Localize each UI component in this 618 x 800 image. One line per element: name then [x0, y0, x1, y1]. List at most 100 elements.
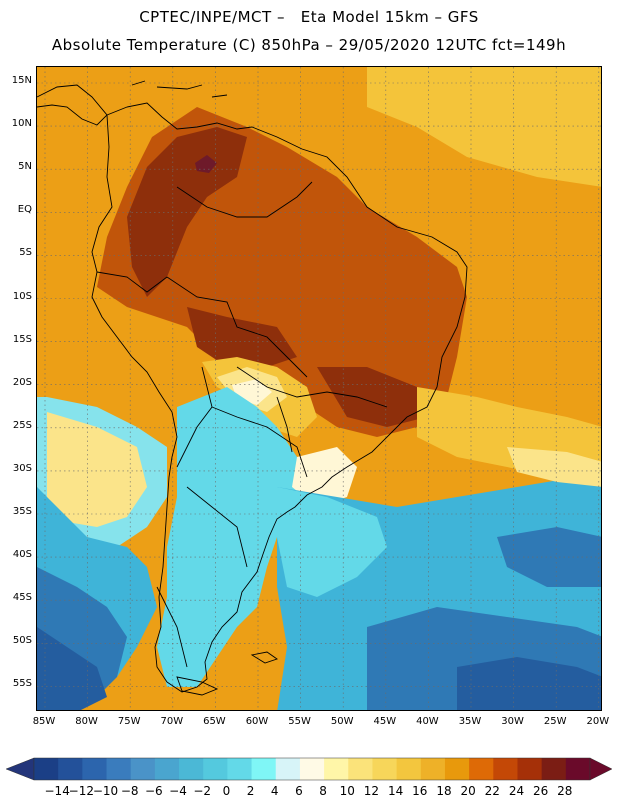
colorbar-swatch	[203, 758, 228, 780]
field-region-very-deep	[37, 627, 107, 710]
colorbar-tick-label: −10	[92, 784, 119, 798]
longitude-label: 75W	[117, 716, 141, 727]
field-region-cold-cyan	[277, 487, 387, 597]
coastline-path	[176, 366, 213, 468]
colorbar-swatch	[227, 758, 253, 780]
coastline-path	[176, 676, 219, 696]
colorbar-swatch	[396, 758, 422, 780]
colorbar-swatch	[251, 758, 277, 780]
longitude-label: 30W	[501, 716, 524, 727]
longitude-label: 80W	[75, 716, 98, 727]
field-region-cold-cyan	[157, 387, 307, 687]
colorbar-tick-label: 12	[363, 784, 380, 798]
colorbar-swatch	[299, 758, 325, 780]
colorbar-swatch	[420, 758, 446, 780]
colorbar-swatch	[444, 758, 470, 780]
colorbar-tick-label: 10	[339, 784, 355, 798]
field-region-deep-cold	[497, 527, 601, 587]
colorbar-tick-label: 28	[557, 784, 573, 798]
colorbar-tick-label: 2	[246, 784, 255, 798]
field-region-mild	[367, 67, 601, 187]
coastline-path	[176, 181, 313, 218]
colorbar-swatch	[82, 758, 108, 780]
colorbar-swatch	[324, 758, 349, 780]
colorbar-swatch	[469, 758, 494, 780]
longitude-label: 50W	[330, 716, 354, 727]
coastline-path	[211, 406, 308, 478]
latitude-label: 40S	[12, 549, 32, 561]
colorbar-tick-label: 14	[387, 784, 404, 798]
colorbar-swatch	[34, 758, 59, 780]
colorbar-swatch	[106, 758, 132, 780]
latitude-label: 55S	[12, 678, 32, 690]
colorbar-tick-label: 8	[319, 784, 327, 798]
latitude-label: 35S	[12, 506, 32, 517]
coastline-path	[236, 366, 388, 408]
colorbar-tick-label: 26	[533, 784, 549, 798]
colorbar-tick-label: −6	[145, 784, 163, 798]
longitude-label: 20W	[586, 716, 610, 727]
coastline-path	[156, 586, 188, 668]
colorbar-tick-label: 18	[436, 784, 452, 798]
temperature-field-map	[37, 67, 601, 710]
coastline-path	[276, 396, 293, 453]
latitude-label: 25S	[12, 419, 32, 431]
colorbar-swatch	[517, 758, 543, 780]
longitude-label: 40W	[416, 716, 439, 727]
longitude-label: 85W	[32, 716, 56, 727]
field-region-core-hot	[317, 367, 427, 427]
latitude-label: 5N	[18, 161, 32, 173]
longitude-label: 55W	[288, 716, 311, 727]
coastline-path	[166, 276, 308, 378]
longitude-label: 25W	[543, 716, 567, 727]
colorbar-tick-label: 4	[270, 784, 279, 798]
field-region-light-yellow	[47, 412, 147, 527]
colorbar-swatch	[154, 758, 180, 780]
colorbar-tick-label: −4	[169, 784, 187, 798]
colorbar-tick-label: −2	[193, 784, 212, 798]
colorbar-left-arrow	[5, 757, 35, 781]
longitude-label: 35W	[458, 716, 482, 727]
coastline-path	[131, 80, 228, 98]
colorbar-tick-label: −12	[68, 784, 94, 798]
longitude-label: 45W	[373, 716, 397, 727]
field-region-very-deep	[457, 657, 601, 710]
colorbar-tick-label: −8	[120, 784, 139, 798]
coastline-path	[91, 102, 468, 693]
longitude-label: 65W	[203, 716, 226, 727]
latitude-label: 15S	[12, 333, 32, 345]
coastline-path	[186, 486, 248, 568]
latitude-label: 5S	[19, 247, 32, 259]
coastlines-borders	[37, 80, 468, 696]
field-region-core-hot	[187, 307, 297, 367]
latitude-label: 20S	[12, 376, 32, 388]
latitude-label: 15N	[11, 75, 32, 86]
field-region-cream	[292, 447, 357, 507]
temperature-field	[37, 67, 601, 710]
map-title-line-1: CPTEC/INPE/MCT – Eta Model 15km – GFS	[139, 8, 479, 26]
latitude-label: 30S	[12, 462, 32, 474]
colorbar-tick-label: 16	[412, 784, 428, 798]
longitude-label: 60W	[245, 716, 269, 727]
colorbar-tick-label: 20	[460, 784, 476, 798]
latitude-label: EQ	[17, 204, 32, 216]
colorbar-swatch	[348, 758, 373, 780]
colorbar-swatch	[130, 758, 156, 780]
coastline-path	[96, 271, 168, 293]
longitude-label: 70W	[160, 716, 184, 727]
colorbar-swatch	[493, 758, 518, 780]
field-region-light-yellow	[507, 447, 601, 487]
coastline-path	[250, 651, 278, 664]
colorbar-tick-label: −14	[44, 784, 70, 798]
coastline-path	[37, 84, 108, 126]
latitude-label: 10S	[12, 290, 32, 302]
latitude-label: 50S	[12, 635, 32, 647]
field-region-extreme	[195, 155, 217, 173]
colorbar-swatch	[58, 758, 83, 780]
colorbar-tick-label: 6	[295, 784, 303, 798]
colorbar-swatch	[565, 758, 591, 780]
colorbar-tick-label: 24	[508, 784, 525, 798]
map-title-line-2: Absolute Temperature (C) 850hPa – 29/05/…	[51, 36, 567, 54]
colorbar-swatch	[541, 758, 567, 780]
colorbar-tick-label: 0	[222, 784, 231, 798]
